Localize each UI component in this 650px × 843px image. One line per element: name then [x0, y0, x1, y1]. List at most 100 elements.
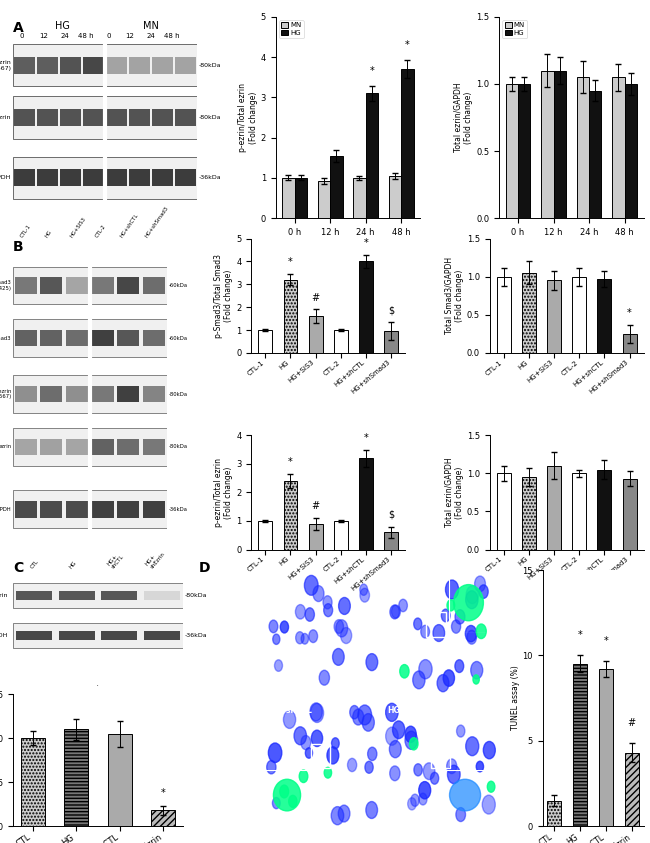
Bar	[13, 157, 197, 199]
Bar	[623, 334, 636, 353]
Bar	[547, 801, 562, 826]
Circle shape	[296, 631, 304, 644]
Circle shape	[338, 805, 350, 822]
Circle shape	[447, 759, 457, 774]
Text: -60kDa: -60kDa	[168, 336, 187, 341]
Bar	[92, 501, 114, 518]
Bar	[129, 56, 150, 73]
Bar	[258, 330, 272, 353]
Y-axis label: Total Smad3/GAPDH
(Fold change): Total Smad3/GAPDH (Fold change)	[445, 257, 464, 335]
Bar	[144, 631, 179, 640]
Circle shape	[445, 580, 459, 599]
Bar	[83, 56, 103, 73]
Circle shape	[311, 730, 322, 747]
Bar	[66, 330, 88, 346]
Bar	[143, 438, 165, 455]
Bar	[573, 664, 587, 826]
Circle shape	[358, 705, 372, 725]
Bar	[14, 56, 34, 73]
Bar	[59, 631, 95, 640]
Bar	[14, 109, 34, 126]
Text: 0: 0	[20, 33, 25, 39]
Bar	[426, 612, 446, 637]
Bar	[143, 385, 165, 402]
Bar	[152, 169, 172, 186]
Text: HG+shEzrin: HG+shEzrin	[387, 706, 438, 715]
Bar	[13, 623, 183, 648]
Text: #: #	[311, 502, 320, 511]
Text: HG+shCTL: HG+shCTL	[120, 212, 140, 239]
Circle shape	[456, 725, 465, 737]
Circle shape	[447, 765, 460, 784]
Bar	[92, 330, 114, 346]
Bar	[16, 591, 52, 600]
Bar	[83, 109, 103, 126]
Bar	[117, 330, 139, 346]
Bar	[572, 473, 586, 550]
Bar	[37, 169, 58, 186]
Bar	[283, 481, 298, 550]
Text: *: *	[288, 457, 293, 467]
Bar	[294, 178, 307, 218]
Text: -80kDa: -80kDa	[199, 115, 221, 120]
Bar	[282, 178, 294, 218]
Text: CTL-2: CTL-2	[94, 223, 107, 239]
Text: #: #	[628, 718, 636, 728]
Legend: MN, HG: MN, HG	[280, 20, 304, 38]
Circle shape	[484, 742, 495, 759]
Circle shape	[400, 664, 409, 678]
Bar	[541, 71, 554, 218]
Bar	[143, 501, 165, 518]
Circle shape	[306, 748, 313, 758]
Bar	[334, 330, 348, 353]
Circle shape	[353, 709, 364, 725]
Bar	[66, 501, 88, 518]
Bar	[522, 273, 536, 353]
Text: HG: HG	[44, 229, 53, 239]
Circle shape	[385, 727, 398, 745]
Circle shape	[411, 794, 419, 807]
Text: $: $	[388, 510, 395, 520]
Bar	[176, 109, 196, 126]
Legend: MN, HG: MN, HG	[502, 20, 527, 38]
Bar	[599, 669, 613, 826]
Bar	[13, 428, 167, 465]
Bar	[547, 465, 561, 550]
Bar	[117, 501, 139, 518]
Circle shape	[390, 766, 400, 781]
Bar	[309, 316, 322, 353]
Bar	[83, 169, 103, 186]
Bar	[577, 78, 589, 218]
Text: *: *	[604, 636, 608, 646]
Bar	[129, 169, 150, 186]
Bar	[37, 56, 58, 73]
Text: ezrin: ezrin	[0, 444, 12, 449]
Circle shape	[324, 604, 333, 616]
Circle shape	[341, 627, 352, 643]
Circle shape	[419, 659, 432, 679]
Text: CTL-1: CTL-1	[19, 223, 32, 239]
Bar	[547, 281, 561, 353]
Bar	[143, 330, 165, 346]
Bar	[311, 744, 330, 768]
Circle shape	[280, 785, 289, 797]
Text: *: *	[578, 630, 582, 640]
Circle shape	[393, 721, 405, 738]
Bar	[389, 176, 401, 218]
Circle shape	[452, 620, 461, 633]
Circle shape	[414, 618, 422, 630]
Circle shape	[305, 608, 315, 621]
Circle shape	[437, 674, 449, 692]
Circle shape	[405, 731, 417, 749]
Text: -80kDa: -80kDa	[168, 391, 187, 396]
Bar	[384, 533, 398, 550]
Text: HG+shSmad3: HG+shSmad3	[144, 206, 170, 239]
Bar	[522, 477, 536, 550]
Bar	[506, 84, 518, 218]
Bar	[572, 277, 586, 353]
Circle shape	[301, 633, 309, 644]
Bar	[15, 501, 37, 518]
Circle shape	[339, 598, 350, 615]
Circle shape	[473, 675, 479, 684]
Y-axis label: p-ezrin/Total ezrin
(Fold change): p-ezrin/Total ezrin (Fold change)	[239, 83, 258, 152]
